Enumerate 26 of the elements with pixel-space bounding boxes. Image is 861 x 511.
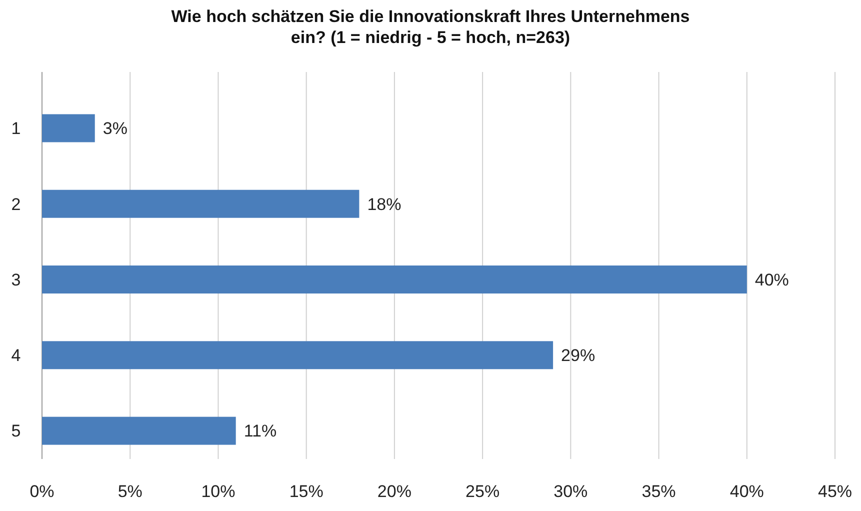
x-tick-label: 45%	[818, 482, 852, 501]
y-tick-label: 1	[11, 119, 21, 138]
data-label: 29%	[561, 346, 596, 366]
bar	[42, 341, 554, 370]
data-label: 3%	[102, 119, 128, 138]
x-tick-label: 20%	[377, 482, 412, 501]
chart-title: Wie hoch schätzen Sie die Innovationskraft Ihres Unternehmens ein? (1 = niedrig - 5 = hoch, n=263)	[171, 7, 690, 47]
x-tick-label: 40%	[730, 482, 764, 501]
x-tick-label: 30%	[554, 482, 588, 501]
x-tick-label: 25%	[466, 482, 500, 501]
y-tick-label: 5	[11, 422, 21, 441]
x-tick-label: 35%	[642, 482, 676, 501]
y-tick-label: 4	[11, 346, 21, 366]
bar	[42, 190, 360, 218]
bar	[42, 416, 236, 445]
y-tick-label: 2	[11, 194, 21, 214]
x-tick-label: 15%	[289, 482, 324, 501]
x-tick-label: 10%	[201, 482, 236, 501]
bar	[42, 266, 747, 294]
bar	[42, 114, 95, 142]
data-label: 11%	[244, 422, 277, 441]
data-label: 40%	[754, 270, 789, 290]
x-tick-label: 5%	[118, 482, 142, 501]
x-tick-label: 0%	[30, 482, 54, 501]
data-label: 18%	[367, 194, 402, 214]
y-tick-label: 3	[11, 270, 21, 290]
